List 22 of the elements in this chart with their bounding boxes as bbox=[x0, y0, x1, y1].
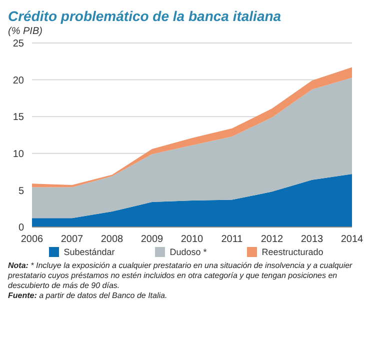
chart-subtitle: (% PIB) bbox=[8, 26, 44, 37]
chart-title: Crédito problemático de la banca italiana bbox=[8, 8, 282, 24]
legend-label: Reestructurado bbox=[260, 247, 324, 257]
x-tick-label: 2006 bbox=[20, 234, 44, 246]
y-tick-label: 15 bbox=[12, 112, 24, 124]
source-note: Fuente: a partir de datos del Banco de Italia. bbox=[8, 291, 168, 301]
legend-label: Dudoso * bbox=[168, 247, 207, 257]
y-tick-label: 10 bbox=[12, 148, 24, 160]
legend-label: Subestándar bbox=[62, 247, 115, 257]
y-tick-label: 5 bbox=[18, 186, 24, 197]
y-tick-label: 0 bbox=[18, 222, 24, 234]
x-tick-label: 2010 bbox=[180, 234, 204, 246]
x-tick-label: 2007 bbox=[60, 234, 84, 246]
y-tick-label: 25 bbox=[12, 38, 24, 50]
y-tick-label: 20 bbox=[12, 75, 24, 86]
text: Nota: * Incluye la exposición a cualquier prestatario en una situación de insolvencia y a cualquier prestatario cuyos préstamos no estén incluidos en otra categoría y que tengan posiciones en descubierto de más de 90 días. bbox=[8, 261, 354, 291]
x-tick-label: 2012 bbox=[260, 234, 284, 246]
x-tick-label: 2009 bbox=[140, 234, 164, 246]
x-tick-label: 2014 bbox=[340, 234, 364, 246]
x-tick-label: 2008 bbox=[100, 234, 124, 246]
x-tick-label: 2013 bbox=[300, 234, 324, 246]
x-tick-label: 2011 bbox=[221, 234, 244, 246]
